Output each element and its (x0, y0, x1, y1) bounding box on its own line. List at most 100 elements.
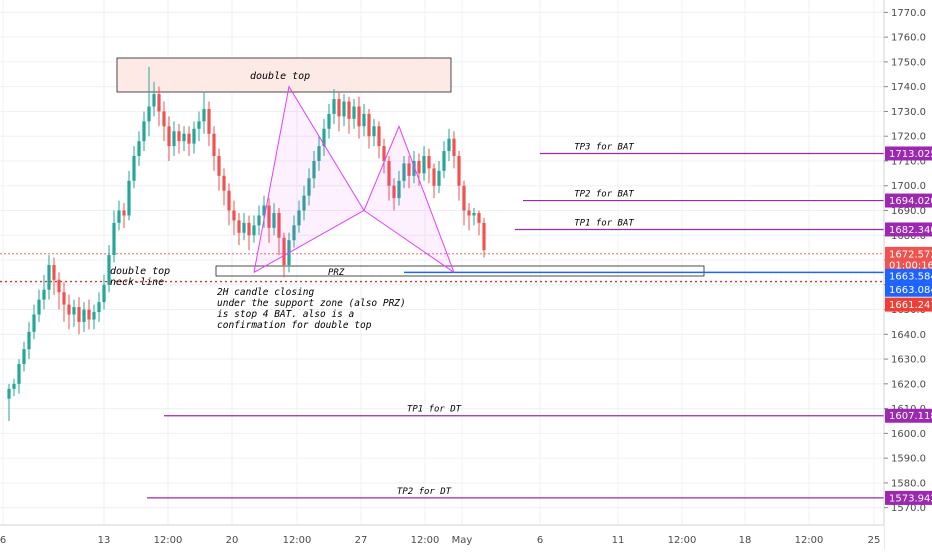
price-tick-label: 1750.0 (891, 57, 926, 68)
pattern-xb-line (253, 210, 365, 273)
candle-body (352, 106, 356, 119)
candle-body (197, 121, 201, 129)
price-tag (885, 193, 932, 208)
time-axis-panel (0, 525, 884, 550)
price-tick-label: 1570.0 (891, 503, 926, 514)
candle-body (187, 133, 191, 144)
candle-body (57, 279, 61, 293)
price-tag (885, 408, 932, 423)
price-tick-label: 1580.0 (891, 478, 926, 489)
neckline-label: double top (110, 266, 170, 277)
time-tick-label: 12:00 (668, 535, 697, 546)
candle-body (292, 225, 296, 241)
candle-body (387, 160, 391, 186)
harmonic-pattern (253, 85, 455, 273)
candle-body (277, 212, 281, 238)
time-axis[interactable]: 6 13 12:00 20 12:00 27 12:00 May 6 11 12:00 18 12:00… (0, 524, 884, 550)
price-tag (885, 146, 932, 161)
candle-body (362, 113, 366, 127)
double-top-box[interactable] (116, 57, 452, 93)
price-tick-label: 1760.0 (891, 33, 926, 44)
candle-body (137, 141, 141, 157)
price-tick-label: 1740.0 (891, 82, 926, 93)
price-tick-label: 1710.0 (891, 156, 926, 167)
candle-body (397, 180, 401, 199)
candle-body (97, 302, 101, 313)
candle-body (122, 210, 126, 216)
candle-body (142, 121, 146, 142)
candle-body (467, 210, 471, 216)
candle-body (392, 185, 396, 199)
time-tick-label: 12:00 (154, 535, 183, 546)
candle-body (217, 156, 221, 176)
time-tick-label: 12:00 (411, 535, 440, 546)
candle-body (107, 255, 111, 285)
price-tag (885, 268, 932, 283)
price-tick-label: 1640.0 (891, 330, 926, 341)
candle-body (437, 170, 441, 186)
candle-body (117, 210, 121, 223)
candle-body (482, 222, 486, 251)
candle-body (77, 307, 81, 322)
candle-body (92, 312, 96, 320)
candle-body (132, 156, 136, 181)
time-tick-label: 13 (98, 535, 111, 546)
candle-body (462, 185, 466, 211)
candle-body (207, 108, 211, 134)
candle-body (357, 106, 361, 127)
candle-body (7, 388, 11, 399)
price-tag (885, 246, 932, 261)
candle-body (457, 156, 461, 186)
candle-body (232, 210, 236, 221)
candle-body (202, 108, 206, 122)
candle-body (102, 284, 106, 303)
price-tag (885, 490, 932, 505)
price-tag-label: 1672.572 (889, 249, 932, 260)
candle-body (317, 146, 321, 161)
candle-body (442, 151, 446, 171)
neckline-label-2: neck-line (110, 277, 164, 288)
prz-box[interactable] (215, 265, 705, 277)
candle-body (237, 220, 241, 233)
candle-body (52, 264, 56, 280)
candle-body (422, 156, 426, 174)
candle-body (447, 138, 451, 152)
time-tick-label: 18 (739, 535, 752, 546)
candle-body (82, 309, 86, 322)
candle-body (162, 111, 166, 127)
candle-body (382, 146, 386, 161)
candle-body (27, 331, 31, 350)
price-tags: 1713.025 1694.020 1682.340 1607.118 1573.942… (885, 146, 932, 505)
time-tick-label: 6 (0, 535, 6, 546)
candle-body (242, 222, 246, 233)
price-tag-label: 1573.942 (889, 493, 932, 504)
candle-body (252, 225, 256, 236)
time-tick-label: May (452, 535, 473, 546)
tp-line-label: TP2 for BAT (574, 190, 634, 200)
candle-body (312, 160, 316, 179)
candle-body (342, 101, 346, 117)
price-tick-label: 1700.0 (891, 181, 926, 192)
candle-body (87, 309, 91, 320)
candle-body (67, 304, 71, 315)
candle-body (402, 163, 406, 181)
price-tag-label: 01:00:16 (889, 260, 932, 271)
time-tick-label: 20 (226, 535, 239, 546)
grid (0, 0, 884, 525)
candle-body (307, 178, 311, 196)
price-tag (885, 257, 932, 272)
candle-body (367, 113, 371, 137)
candle-body (152, 94, 156, 107)
candle-body (297, 210, 301, 226)
time-tick-label: 27 (355, 535, 368, 546)
candle-body (192, 128, 196, 144)
pattern-fill-left (254, 86, 364, 273)
candle-body (347, 101, 351, 119)
candle-body (267, 205, 271, 228)
candle-body (42, 289, 46, 300)
candle-body (452, 138, 456, 157)
price-tick-label: 1620.0 (891, 379, 926, 390)
price-tag-label: 1682.340 (889, 225, 932, 236)
